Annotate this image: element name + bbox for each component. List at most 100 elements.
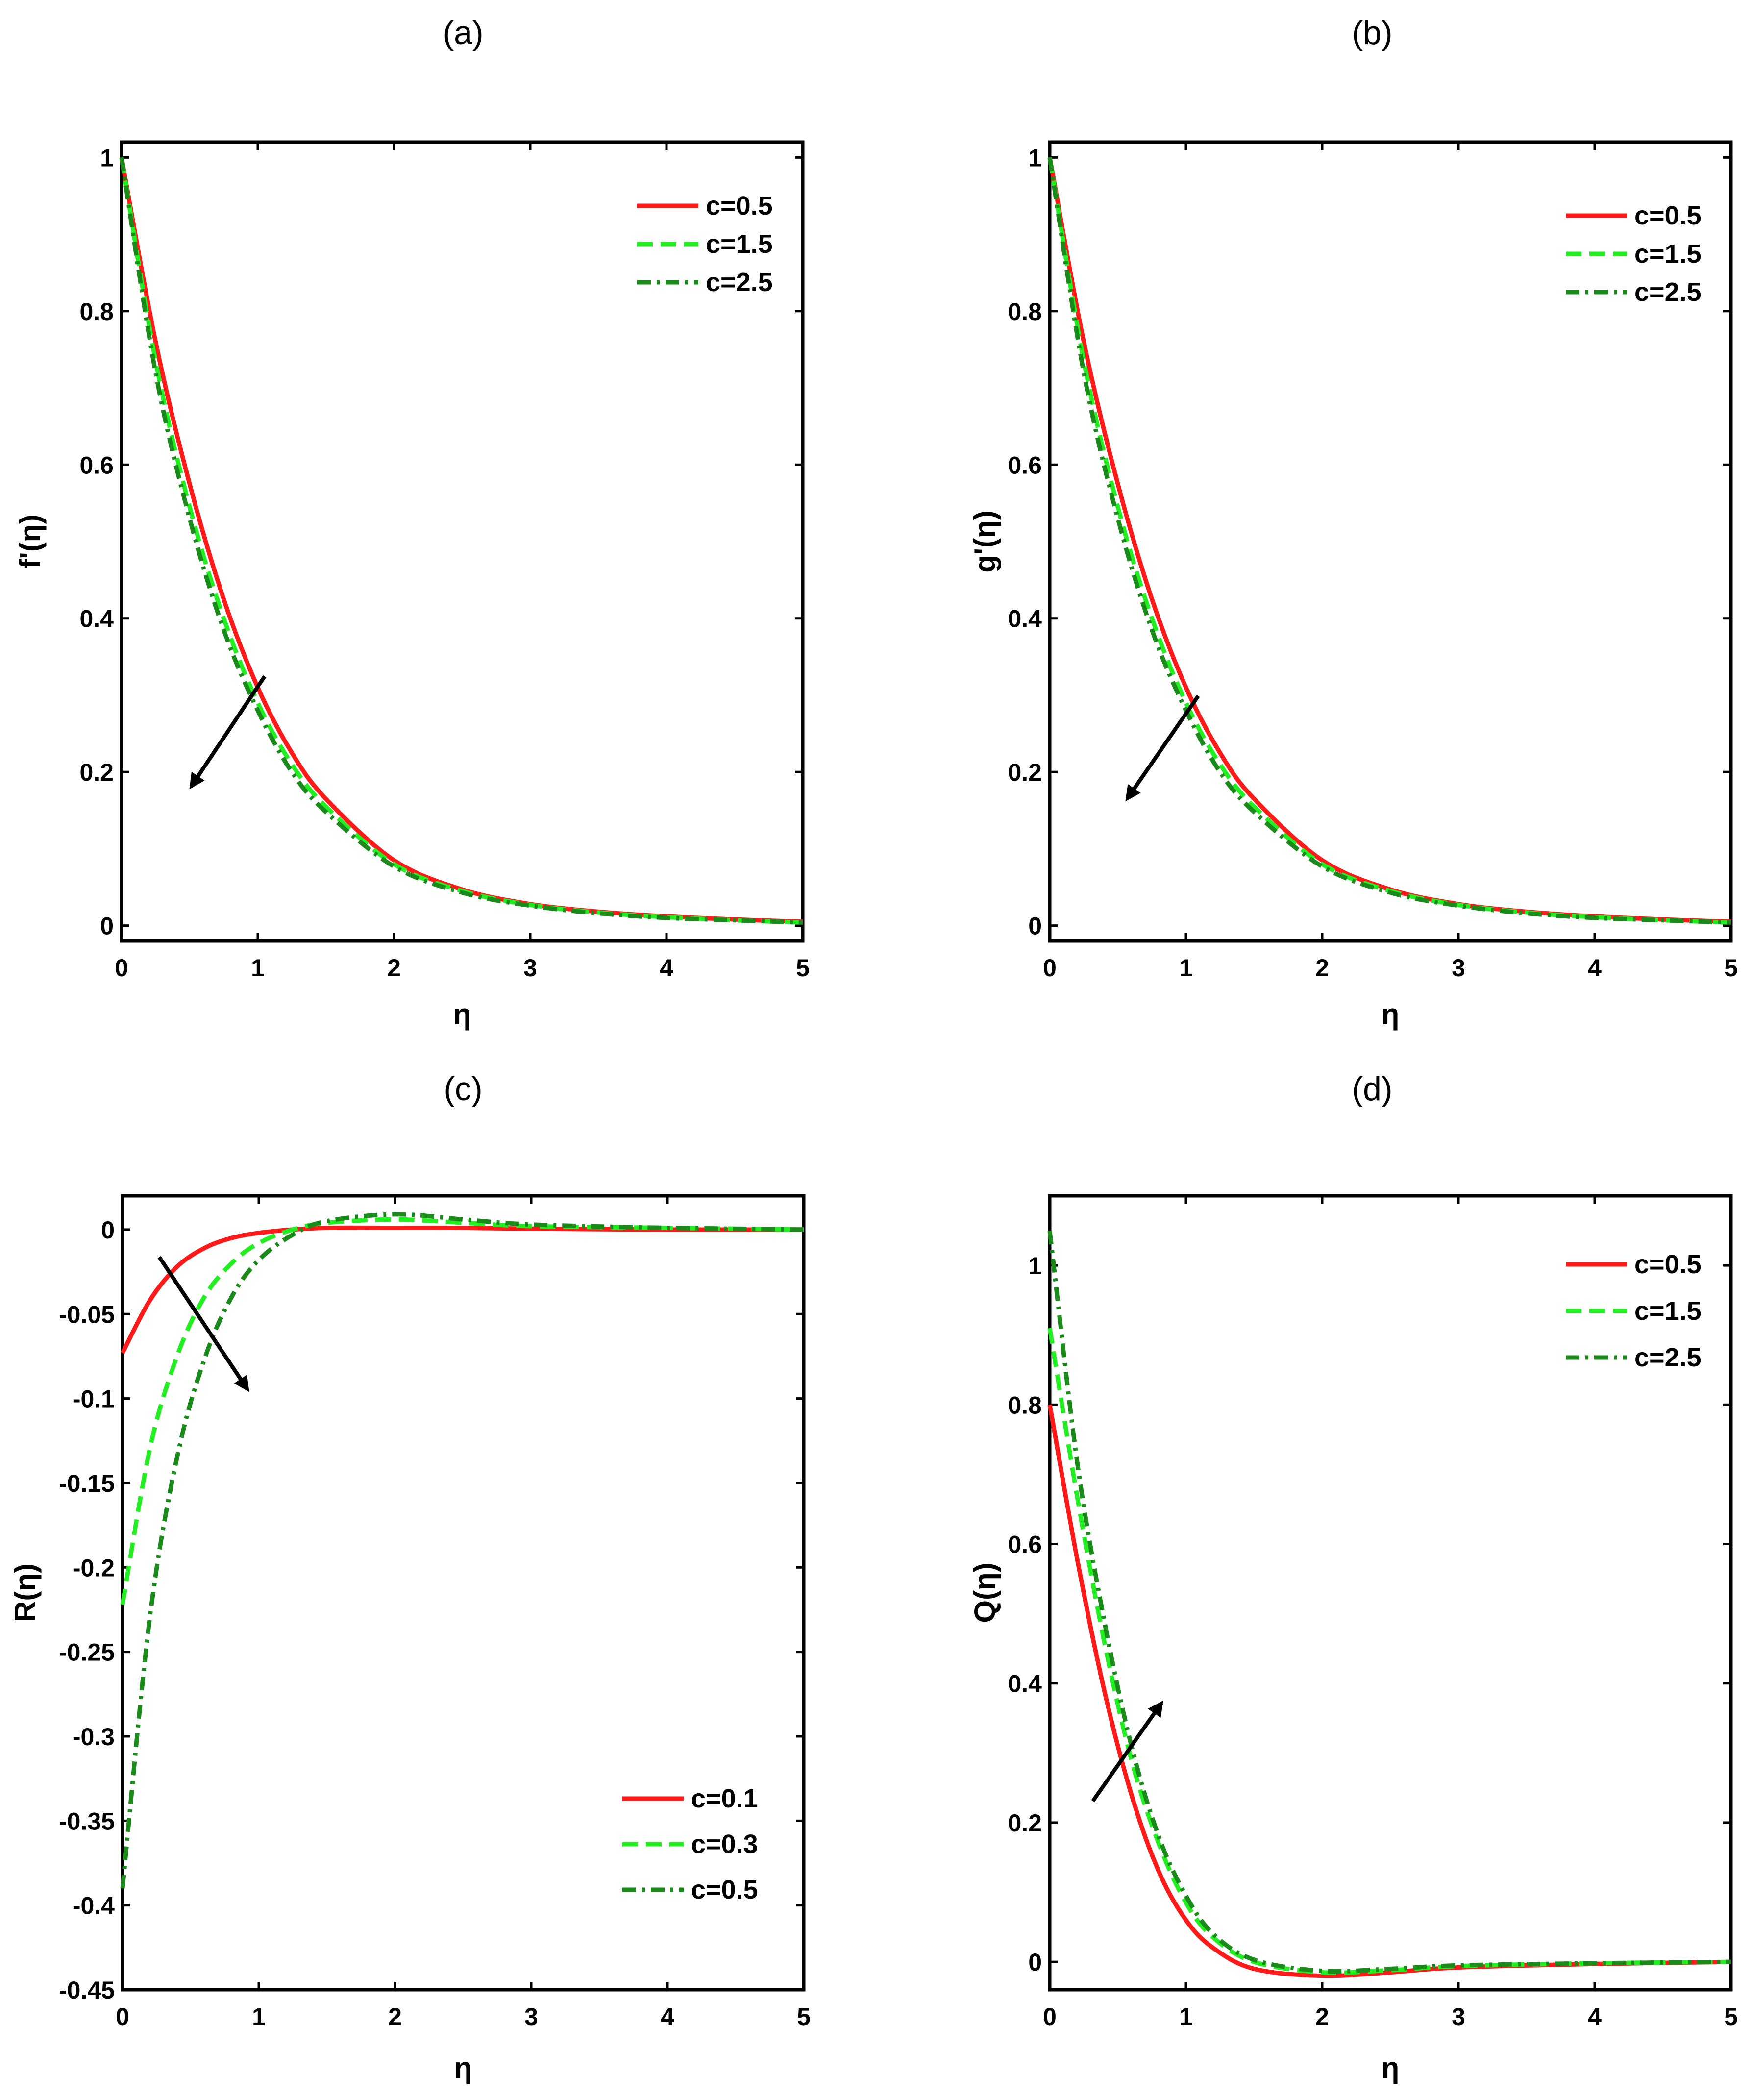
y-tick-label: 0.8: [79, 298, 114, 325]
y-axis-label: Q(η): [968, 1562, 1001, 1623]
y-tick-label: -0.25: [59, 1639, 115, 1666]
x-tick-label: 1: [1179, 2003, 1193, 2030]
y-tick-label: 0.8: [1008, 1391, 1042, 1419]
x-tick-label: 3: [1452, 2003, 1465, 2030]
x-ticks: 0 1 2 3 4 5: [115, 142, 810, 982]
y-tick-label: -0.35: [59, 1807, 115, 1835]
legend-label: c=0.5: [706, 191, 773, 221]
series-layer: [119, 157, 803, 925]
y-tick-label: 0.4: [79, 605, 114, 633]
x-tick-label: 4: [661, 2003, 674, 2030]
panel-caption: (d): [1352, 1070, 1392, 1108]
x-tick-label: 5: [1724, 954, 1738, 982]
x-tick-label: 3: [524, 2003, 538, 2030]
panel-caption: (b): [1352, 14, 1392, 51]
series-line: [121, 1225, 804, 1354]
plot-frame: [1048, 1194, 1733, 1992]
x-tick-label: 4: [1588, 954, 1602, 982]
series-line: [120, 1217, 804, 1605]
y-tick-label: 0: [101, 1216, 115, 1244]
y-tick-label: 1: [1028, 144, 1042, 172]
y-tick-label: -0.45: [59, 1976, 115, 2004]
legend-label: c=0.1: [691, 1784, 758, 1813]
legend-label: c=0.3: [691, 1829, 758, 1859]
panel-d: (d) 0 1 2 3 4 5 0 0.2 0.4 0.6 0.8 1 c=0.5 c=1.5 c=2.…: [968, 1070, 1738, 2084]
y-axis-label: R(η): [9, 1563, 42, 1622]
x-axis-label: η: [1382, 2051, 1400, 2084]
y-tick-label: 0.2: [79, 759, 114, 786]
trend-arrow: [1091, 1700, 1163, 1803]
y-ticks: 0 0.2 0.4 0.6 0.8 1: [1008, 144, 1731, 940]
x-ticks: 0 1 2 3 4 5: [1043, 1196, 1738, 2030]
legend: c=0.5 c=1.5 c=2.5: [637, 191, 773, 297]
panel-caption: (a): [443, 14, 483, 51]
x-tick-label: 2: [1315, 954, 1329, 982]
trend-arrow: [1125, 694, 1200, 802]
series-line: [1047, 1404, 1731, 1978]
y-tick-label: 0.2: [1008, 1809, 1042, 1837]
y-tick-label: 0.4: [1008, 1670, 1042, 1698]
x-tick-label: 1: [252, 2003, 266, 2030]
y-ticks: 0 0.2 0.4 0.6 0.8 1: [1008, 1252, 1731, 1976]
x-tick-label: 0: [1043, 2003, 1057, 2030]
panel-b: (b) 0 1 2 3 4 5 0 0.2 0.4 0.6 0.8 1 c=0.5 c=1.5 c=2.…: [968, 14, 1738, 1031]
x-tick-label: 3: [523, 954, 537, 982]
series-line: [120, 1212, 804, 1889]
legend-label: c=2.5: [1634, 277, 1702, 307]
trend-arrow: [157, 1256, 249, 1392]
y-tick-label: 0.6: [1008, 1531, 1042, 1558]
x-tick-label: 1: [251, 954, 265, 982]
y-tick-label: -0.4: [73, 1892, 115, 1920]
x-tick-label: 4: [660, 954, 673, 982]
plot-frame: [120, 140, 805, 943]
series-line: [119, 157, 803, 925]
series-line: [1047, 1230, 1731, 1974]
legend-label: c=0.5: [691, 1875, 758, 1904]
x-tick-label: 2: [387, 954, 401, 982]
panel-caption: (c): [444, 1070, 482, 1108]
y-tick-label: -0.05: [59, 1301, 115, 1328]
y-tick-label: 1: [100, 144, 114, 172]
series-layer: [120, 1212, 804, 1889]
legend-label: c=1.5: [1634, 239, 1702, 269]
legend: c=0.5 c=1.5 c=2.5: [1566, 1250, 1702, 1372]
legend-label: c=2.5: [706, 268, 773, 297]
x-ticks: 0 1 2 3 4 5: [116, 1196, 811, 2030]
y-tick-label: 0: [100, 913, 114, 940]
legend: c=0.1 c=0.3 c=0.5: [622, 1784, 758, 1904]
x-tick-label: 0: [116, 2003, 129, 2030]
x-tick-label: 5: [796, 954, 810, 982]
x-axis-label: η: [1382, 998, 1400, 1031]
legend-label: c=1.5: [1634, 1296, 1702, 1326]
x-tick-label: 1: [1179, 954, 1193, 982]
x-tick-label: 2: [1315, 2003, 1329, 2030]
y-tick-label: 0.6: [79, 451, 114, 479]
y-axis-label: g'(η): [968, 510, 1001, 573]
series-line: [1047, 157, 1731, 924]
plot-frame: [1048, 140, 1733, 943]
x-axis-label: η: [454, 2051, 472, 2084]
legend-label: c=1.5: [706, 229, 773, 259]
y-ticks: 0 0.2 0.4 0.6 0.8 1: [79, 144, 803, 940]
x-tick-label: 3: [1452, 954, 1465, 982]
y-tick-label: -0.15: [59, 1470, 115, 1497]
panel-a: (a) 0 1 2 3 4 5 0 0.2 0.4 0.6 0.8 1 c=0.5 c=1.5 c=2.…: [14, 14, 810, 1031]
x-tick-label: 4: [1588, 2003, 1602, 2030]
x-axis-label: η: [453, 998, 471, 1031]
series-layer: [1047, 157, 1731, 925]
y-tick-label: -0.2: [73, 1554, 115, 1581]
plot-frame: [121, 1194, 806, 1992]
series-line: [1047, 157, 1731, 925]
series-line: [119, 157, 803, 925]
y-ticks: -0.45 -0.4 -0.35 -0.3 -0.25 -0.2 -0.15 -0.1 -0.0…: [59, 1216, 804, 2004]
y-tick-label: 1: [1028, 1252, 1042, 1280]
legend-label: c=0.5: [1634, 1250, 1702, 1279]
legend-label: c=0.5: [1634, 201, 1702, 230]
y-tick-label: 0.2: [1008, 759, 1042, 786]
y-tick-label: 0.4: [1008, 605, 1042, 633]
y-tick-label: 0: [1028, 913, 1042, 940]
legend-label: c=2.5: [1634, 1343, 1702, 1372]
y-axis-label: f'(η): [14, 515, 47, 569]
